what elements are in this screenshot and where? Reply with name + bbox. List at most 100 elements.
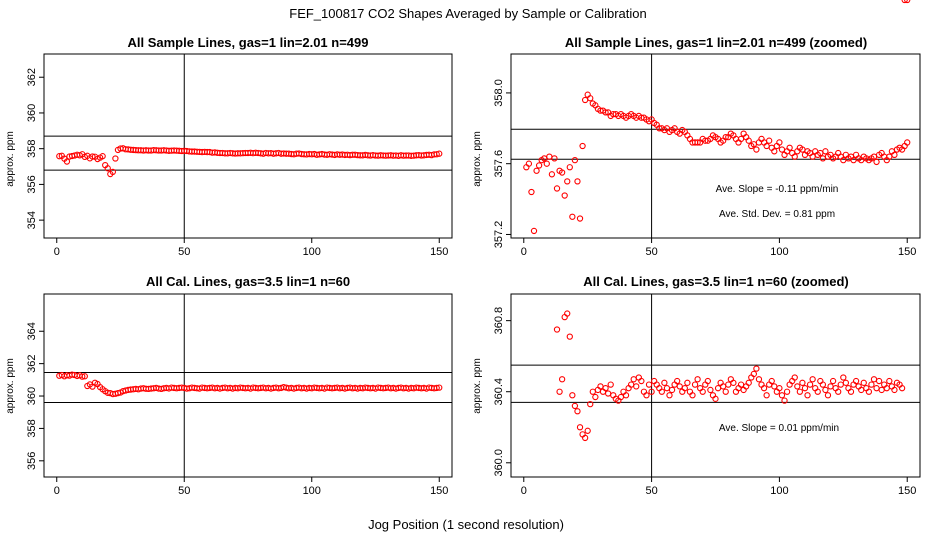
panel-cal: All Cal. Lines, gas=3.5 lin=1 n=60 appro… — [5, 274, 350, 414]
panel-cal-zoomed-point — [571, 402, 579, 410]
panel-sample-zoomed-point — [891, 151, 898, 158]
panel-sample-ytick-label: 358 — [26, 139, 38, 157]
panel-cal-zoomed-point — [745, 379, 752, 386]
panel-cal-zoomed-point — [574, 408, 581, 415]
panel-cal-zoomed-point — [840, 374, 847, 381]
panel-cal-zoomed-point — [661, 379, 668, 386]
panel-sample-point — [112, 155, 119, 162]
panel-sample-zoomed-point — [561, 192, 568, 199]
panel-sample-ytick-label: 354 — [26, 211, 38, 229]
panel-cal-zoomed-point — [699, 388, 706, 395]
panel-cal-ytick-label: 362 — [26, 354, 38, 372]
panel-sample-zoomed-point — [551, 155, 558, 162]
panel-cal-zoomed-point — [860, 379, 867, 386]
panel-cal-xtick-label: 0 — [54, 485, 60, 497]
panel-sample-zoomed-xtick-label: 50 — [645, 246, 657, 258]
panel-cal-zoomed-point — [760, 385, 768, 392]
panel-sample-zoomed-point — [533, 167, 540, 174]
panel-sample-zoomed-title: All Sample Lines, gas=1 lin=2.01 n=499 (… — [565, 35, 867, 50]
panel-cal-zoomed-point — [901, 0, 908, 4]
panel-cal-ylabel: approx. ppm — [5, 358, 16, 414]
panel-cal-point — [436, 384, 443, 391]
panel-cal-zoomed-point — [865, 388, 873, 395]
panel-cal-zoomed-point — [809, 376, 816, 383]
panel-sample-zoomed-point — [602, 109, 609, 116]
panel-cal-zoomed-point — [592, 393, 599, 401]
panel-sample-zoomed-ytick-label: 357.6 — [493, 150, 505, 178]
panel-cal-zoomed-point — [814, 388, 821, 395]
panel-sample-zoomed-point — [904, 139, 911, 146]
panel-cal-xtick-label: 100 — [303, 485, 321, 497]
panel-sample-point — [104, 165, 111, 172]
panel-cal-zoomed-point — [847, 388, 855, 395]
panel-sample-zoomed-ytick-label: 357.2 — [493, 221, 505, 249]
panel-sample-point — [63, 158, 71, 165]
panel-sample-zoomed-point — [822, 148, 829, 155]
panel-sample-zoomed-point — [722, 134, 729, 141]
panel-cal-zoomed-point — [753, 365, 760, 372]
panel-sample-zoomed-point — [745, 137, 752, 144]
panel-cal-zoomed-point — [898, 385, 906, 392]
panel-cal-zoomed-point — [799, 379, 806, 386]
panel-cal-zoomed-point — [750, 370, 757, 378]
panel-sample-zoomed-point — [566, 164, 573, 171]
panel-cal-zoomed-point — [633, 383, 640, 390]
panel-cal-zoomed-point — [875, 377, 883, 385]
panel-cal-zoomed-title: All Cal. Lines, gas=3.5 lin=1 n=60 (zoom… — [583, 274, 849, 289]
panel-cal-zoomed-point — [776, 385, 783, 392]
panel-cal-ytick-label: 364 — [26, 322, 38, 340]
panel-cal-zoomed-point — [824, 392, 832, 399]
panel-cal-zoomed-xtick-label: 150 — [898, 485, 916, 497]
panel-sample-ytick-label: 362 — [26, 68, 38, 86]
panel-cal-frame — [43, 293, 453, 478]
panel-cal-zoomed-point — [643, 392, 650, 399]
panel-sample-zoomed-ylabel: approx. ppm — [472, 131, 483, 187]
panel-cal-zoomed-point — [852, 377, 860, 385]
panel-cal-zoomed-point — [587, 401, 594, 408]
panel-cal-zoomed-point — [791, 374, 798, 381]
panel-cal-point — [433, 384, 440, 392]
panel-sample-zoomed-xtick-label: 100 — [770, 246, 788, 258]
panel-cal-zoomed-point — [691, 381, 699, 388]
panel-cal-zoomed-point — [674, 377, 681, 385]
panel-sample-zoomed-point — [571, 157, 579, 164]
panel-cal-ytick-label: 360 — [26, 387, 38, 405]
figure-xlabel: Jog Position (1 second resolution) — [368, 517, 564, 532]
panel-sample-zoomed-point — [528, 188, 535, 196]
panel-sample-zoomed-point — [576, 215, 584, 222]
panel-sample-zoomed-point — [553, 185, 561, 192]
panel-sample-zoomed-point — [530, 227, 538, 235]
panel-sample-zoomed-point — [548, 171, 556, 178]
panel-sample-zoomed-xtick-label: 150 — [898, 246, 916, 258]
panel-sample-zoomed-point — [579, 142, 586, 150]
panel-cal-zoomed-point — [768, 377, 775, 385]
panel-sample-zoomed-stddev-note: Ave. Std. Dev. = 0.81 ppm — [719, 209, 835, 220]
panel-sample-zoomed-point — [771, 148, 778, 155]
panel-cal-zoomed-point — [794, 383, 801, 390]
panel-cal-zoomed-point — [842, 379, 850, 386]
panel-sample-zoomed-point — [543, 160, 550, 167]
panel-cal-zoomed-point — [648, 388, 655, 395]
panel-cal-point — [114, 389, 122, 397]
panel-sample-zoomed-point — [694, 139, 701, 146]
panel-sample-zoomed-point — [873, 158, 880, 166]
panel-cal-zoomed-point — [835, 388, 842, 395]
panel-cal-zoomed-point — [755, 376, 763, 383]
panel-sample-zoomed-slope-note: Ave. Slope = -0.11 ppm/min — [716, 184, 839, 195]
panel-cal-zoomed-point — [566, 333, 573, 340]
panel-cal-zoomed-point — [607, 381, 614, 388]
panel-sample-zoomed-xtick-label: 0 — [521, 246, 527, 258]
panel-sample-point — [89, 153, 96, 160]
panel-cal-zoomed-point — [689, 392, 696, 399]
panel-cal-zoomed-point — [556, 388, 563, 395]
panel-cal-zoomed-point — [668, 386, 676, 394]
figure-title: FEF_100817 CO2 Shapes Averaged by Sample… — [289, 6, 646, 21]
panel-cal-zoomed-point — [602, 385, 609, 392]
panel-sample-xtick-label: 0 — [54, 246, 60, 258]
panel-sample-zoomed-point — [791, 153, 798, 160]
panel-cal-zoomed-point — [891, 386, 898, 394]
panel-cal-zoomed-point — [868, 381, 875, 388]
panel-cal-zoomed-point — [645, 381, 653, 388]
panel-cal-zoomed-point — [806, 381, 814, 388]
panel-cal-zoomed-xtick-label: 0 — [521, 485, 527, 497]
